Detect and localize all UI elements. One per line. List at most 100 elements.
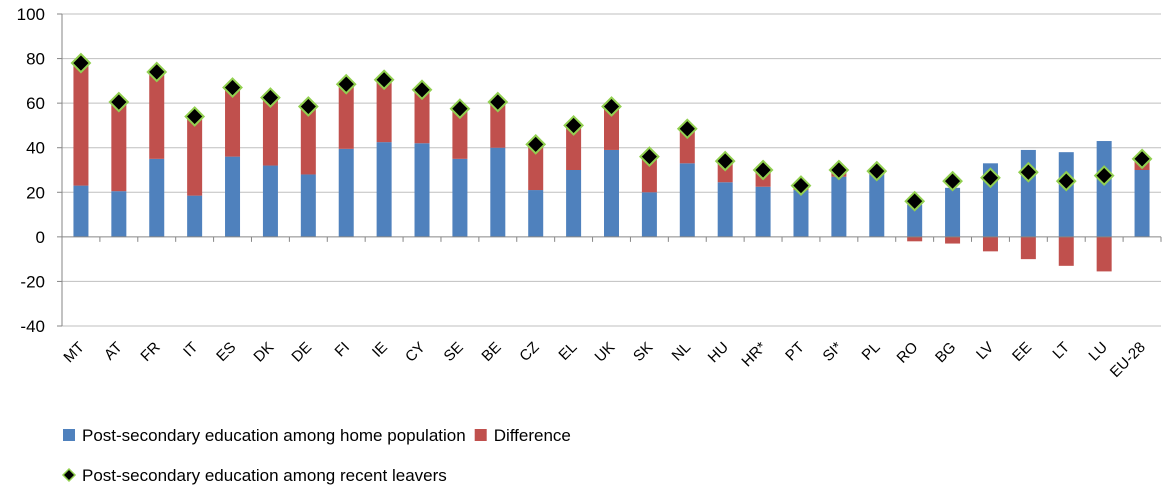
bar-difference <box>1096 236 1112 272</box>
marker-recent-leavers <box>260 87 281 108</box>
x-category-label: UK <box>592 339 619 366</box>
marker-recent-leavers <box>525 133 547 155</box>
legend-label-recent-leavers: Post-secondary education among recent le… <box>82 466 447 485</box>
marker-recent-leavers <box>752 159 774 181</box>
bar-difference <box>187 116 203 196</box>
marker-recent-leavers <box>411 79 433 101</box>
bar-difference <box>414 89 430 144</box>
bar-home-population <box>452 158 468 237</box>
bar-home-population <box>1096 141 1112 237</box>
axes <box>57 13 1162 327</box>
bar-difference <box>149 71 165 159</box>
x-category-label: SK <box>630 339 656 365</box>
legend-swatch-home-population <box>63 429 75 441</box>
y-tick-label: 20 <box>26 183 45 202</box>
x-category-label: IE <box>369 339 391 361</box>
bar-difference <box>300 106 316 175</box>
x-category-label: DK <box>250 339 277 366</box>
bar-difference <box>528 144 544 191</box>
y-tick-label: 40 <box>26 139 45 158</box>
bar-home-population <box>907 204 923 237</box>
markers <box>70 52 1153 212</box>
legend-label-difference: Difference <box>494 426 571 445</box>
bar-home-population <box>262 165 278 237</box>
bar-home-population <box>679 163 695 237</box>
bar-home-population <box>111 191 127 237</box>
bar-difference <box>225 87 241 157</box>
marker-recent-leavers <box>335 73 357 95</box>
x-category-label: SE <box>441 339 467 365</box>
legend-label-home-population: Post-secondary education among home popu… <box>82 426 466 445</box>
marker-recent-leavers <box>904 190 926 212</box>
x-category-label: AT <box>101 339 126 364</box>
bar-difference <box>338 84 354 149</box>
marker-recent-leavers <box>1131 148 1153 170</box>
bar-difference <box>111 102 127 192</box>
x-category-label: BE <box>478 339 504 365</box>
bar-difference <box>490 102 506 148</box>
marker-recent-leavers <box>373 69 395 91</box>
x-category-label: LU <box>1085 339 1111 365</box>
marker-recent-leavers <box>108 91 130 113</box>
marker-recent-leavers <box>297 96 319 117</box>
bars <box>73 63 1150 272</box>
y-tick-label: 100 <box>17 5 45 24</box>
marker-recent-leavers <box>638 146 660 168</box>
x-category-label: SI* <box>820 339 846 365</box>
bar-home-population <box>793 190 809 237</box>
marker-recent-leavers <box>184 106 206 127</box>
bar-home-population <box>1058 152 1074 237</box>
bar-home-population <box>187 195 203 237</box>
marker-recent-leavers <box>70 52 92 74</box>
marker-recent-leavers <box>146 61 168 83</box>
bar-difference <box>566 125 582 170</box>
x-category-label: EU-28 <box>1107 339 1149 381</box>
x-category-label: PT <box>782 339 808 365</box>
marker-recent-leavers <box>1055 170 1077 192</box>
x-category-label: ES <box>213 339 239 365</box>
x-category-label: BG <box>932 339 959 366</box>
bar-difference <box>679 128 695 164</box>
bar-home-population <box>1134 170 1150 237</box>
bar-difference <box>641 156 657 193</box>
x-category-label: CY <box>402 339 429 366</box>
x-category-label: LV <box>973 339 997 363</box>
bar-difference <box>73 63 89 186</box>
bar-home-population <box>604 149 619 237</box>
bar-home-population <box>376 142 392 237</box>
y-tick-label: 80 <box>26 50 45 69</box>
bar-home-population <box>225 156 241 237</box>
marker-recent-leavers <box>828 159 850 181</box>
marker-recent-leavers <box>222 77 243 98</box>
bar-difference <box>1058 236 1074 266</box>
marker-recent-leavers <box>714 150 736 172</box>
y-tick-label: 0 <box>36 228 45 247</box>
marker-recent-leavers <box>942 170 963 192</box>
bar-difference <box>1020 236 1036 260</box>
marker-recent-leavers <box>601 96 622 117</box>
x-category-label: IT <box>180 339 201 360</box>
bar-home-population <box>566 170 582 237</box>
bar-difference <box>262 97 278 166</box>
x-category-label: LT <box>1049 339 1073 363</box>
x-axis-category-labels: MT AT FR IT ES DK DE FI IE CY SE BE CZ EL UK SK NL HU HR* P… <box>60 339 1148 381</box>
x-category-label: MT <box>60 339 87 366</box>
bar-home-population <box>869 174 885 237</box>
bar-difference <box>604 106 619 150</box>
bar-difference <box>376 79 392 143</box>
bar-home-population <box>755 186 771 237</box>
y-tick-label: -20 <box>20 272 45 291</box>
marker-recent-leavers <box>563 115 585 136</box>
marker-recent-leavers <box>676 118 698 140</box>
marker-recent-leavers <box>790 175 812 197</box>
bar-difference <box>982 236 998 252</box>
bar-home-population <box>945 187 961 237</box>
marker-recent-leavers <box>449 98 471 120</box>
x-category-label: HU <box>705 339 732 366</box>
marker-recent-leavers <box>1093 165 1115 186</box>
x-category-label: PL <box>859 339 884 364</box>
bar-difference <box>452 108 468 159</box>
y-axis-tick-labels: 100 80 60 40 20 0 -20 -40 <box>17 5 45 336</box>
x-category-label: DE <box>288 339 315 366</box>
bar-home-population <box>149 158 165 237</box>
